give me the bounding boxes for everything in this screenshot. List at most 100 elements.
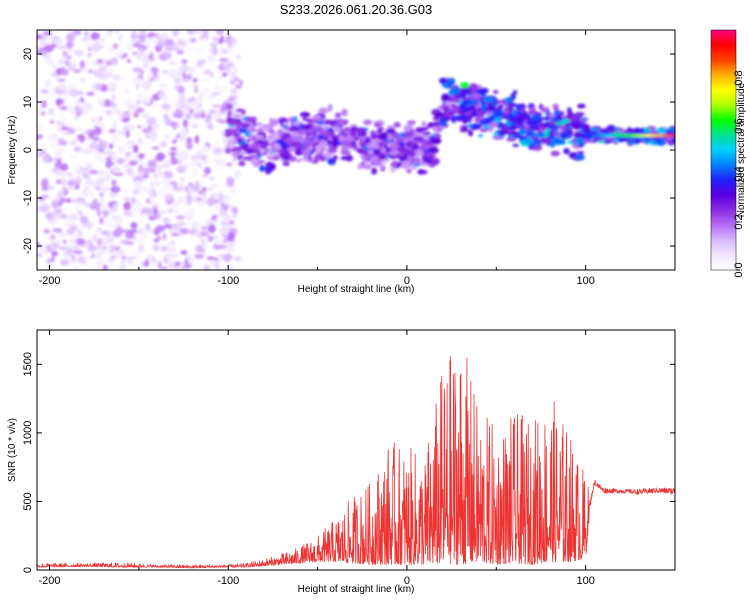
spectrogram-blob — [113, 74, 121, 81]
spectrogram-blob — [56, 98, 60, 107]
spectrogram-blob — [371, 144, 380, 149]
spectrogram-blob — [139, 213, 143, 219]
spectrogram-blob — [178, 129, 186, 137]
spectrogram-blob — [197, 200, 207, 207]
spectrogram-blob — [67, 65, 75, 70]
spectrogram-blob — [289, 156, 297, 162]
spectrogram-blob — [65, 218, 72, 225]
spectrogram-blob — [359, 140, 364, 146]
spectrogram-blob — [210, 220, 216, 223]
spectrogram-blob — [188, 258, 195, 264]
spectrogram-blob — [378, 134, 388, 141]
spectrogram-blob — [115, 187, 119, 190]
spectrogram-blob — [98, 189, 106, 193]
spectrogram-blob — [202, 79, 210, 82]
spectrogram-blob — [561, 126, 567, 130]
spectrogram-blob — [109, 86, 113, 89]
spectrogram-blob — [163, 177, 169, 184]
spectrogram-blob — [250, 158, 259, 165]
spectrogram-blob — [439, 118, 449, 122]
spectrogram-blob — [40, 204, 49, 212]
spectrogram-blob — [169, 61, 177, 65]
spectrogram-blob — [103, 33, 113, 37]
spectrogram-blob — [289, 116, 293, 122]
spectrogram-blob — [113, 251, 121, 259]
spectrogram-blob — [57, 232, 66, 237]
spectrogram-blob — [371, 168, 377, 175]
spectrogram-blob — [506, 137, 516, 141]
spectrogram-blob — [183, 119, 189, 127]
spectrogram-blob — [372, 162, 381, 166]
spectrogram-blob — [145, 208, 154, 216]
spectrogram-blob — [194, 154, 203, 161]
spectrogram-blob — [138, 245, 144, 253]
spectrogram-blob — [55, 197, 61, 203]
spectrogram-blob — [88, 244, 96, 252]
spectrogram-blob — [133, 145, 139, 154]
spectrogram-blob — [576, 154, 585, 161]
spectrogram-blob — [91, 266, 98, 270]
spectrogram-blob — [173, 208, 177, 215]
spectrogram-blob — [76, 49, 84, 57]
spectrogram-blob — [62, 55, 67, 61]
spectrogram-blob — [72, 82, 76, 89]
spectrogram-blob — [81, 190, 91, 196]
spectrogram-blob — [48, 135, 54, 143]
spectrogram-blob — [493, 90, 498, 94]
spectrogram-blob — [542, 108, 548, 113]
spectrogram-blob — [120, 51, 124, 55]
spectrogram-blob — [345, 137, 355, 142]
spectrogram-blob — [221, 48, 228, 54]
spectrogram-blob — [605, 137, 616, 141]
spectrogram-blob — [415, 157, 420, 164]
spectrogram-blob — [54, 171, 64, 175]
spectrogram-blob — [350, 129, 355, 136]
colorbar-tick-label: 0.0 — [733, 262, 745, 277]
spectrogram-blob — [135, 84, 140, 90]
spectrogram-blob — [167, 261, 175, 266]
spectrogram-blob — [181, 56, 185, 60]
spectrogram-blob — [187, 219, 192, 227]
spectrogram-blob — [123, 196, 128, 201]
spectrogram-blob — [423, 159, 431, 163]
spectrogram-blob — [167, 241, 175, 250]
spectrogram-blob — [313, 117, 318, 121]
spectrogram-blob — [227, 245, 234, 252]
spectrogram-blob — [359, 132, 366, 136]
y-tick-label: 1500 — [22, 352, 34, 376]
spectrogram-blob — [97, 183, 104, 187]
spectrogram-blob — [127, 155, 132, 160]
spectrogram-blob — [407, 120, 416, 125]
spectrogram-blob — [108, 129, 116, 134]
snr-panel: -200 -100 0 100 050010001500 Height of stra… — [7, 330, 675, 595]
spectrogram-blob — [501, 125, 507, 131]
spectrogram-blob — [93, 234, 97, 243]
spectrogram-blob — [234, 80, 240, 84]
spectrogram-blob — [85, 55, 91, 63]
spectrogram-blob — [232, 95, 239, 99]
y-tick-label: 0 — [22, 567, 34, 573]
spectrogram-blob — [303, 138, 308, 142]
spectrogram-blob — [193, 113, 202, 119]
spectrogram-blob — [184, 105, 191, 109]
spectrogram-blob — [44, 44, 54, 52]
spectrogram-blob — [315, 145, 323, 151]
spectrogram-blob — [74, 264, 79, 269]
spectrogram-blob — [183, 79, 189, 83]
spectrogram-blob — [283, 122, 291, 125]
spectrogram-blob — [174, 77, 182, 84]
spectrogram-blob — [371, 157, 379, 162]
spectrogram-blob — [112, 93, 116, 100]
spectrogram-blob — [171, 46, 180, 51]
spectrogram-blob — [142, 83, 149, 91]
spectrogram-blob — [52, 159, 57, 164]
spectrogram-blob — [137, 228, 145, 233]
spectrogram-blob — [97, 59, 103, 63]
spectrogram-blob — [164, 224, 172, 229]
spectrogram-blob — [194, 254, 204, 259]
spectrogram-blob — [451, 116, 456, 123]
snr-x-axis-label: Height of straight line (km) — [298, 584, 415, 595]
spectrogram-blob — [166, 196, 170, 199]
spectrogram-blob — [555, 122, 562, 126]
spectrogram-blob — [102, 210, 109, 217]
